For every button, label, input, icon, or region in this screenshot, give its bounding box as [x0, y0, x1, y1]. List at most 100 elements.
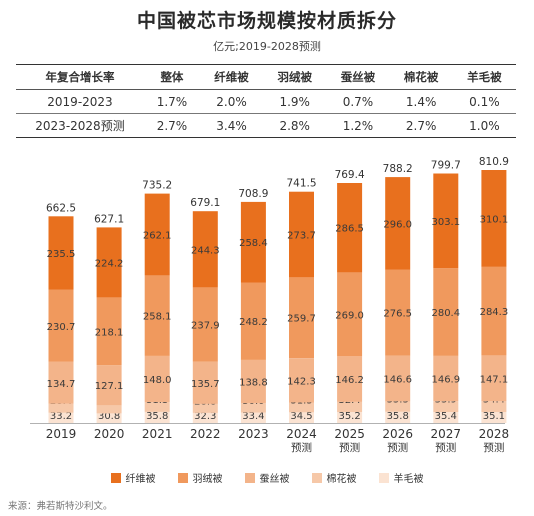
unit-label: 亿元;2019-2028预测 — [213, 40, 321, 53]
segment-value-label: 230.7 — [47, 322, 76, 333]
bar-segment — [289, 277, 314, 358]
legend-item: 羊毛被 — [378, 470, 424, 485]
bar-segment — [192, 211, 218, 288]
total-value-label: 627.1 — [94, 213, 124, 225]
bar-segment — [192, 361, 218, 404]
bar-segment — [96, 405, 122, 414]
segment-value-label: 146.6 — [383, 375, 412, 386]
bar-segment — [289, 191, 314, 278]
segment-value-label: 218.1 — [95, 327, 124, 338]
bar-segment — [240, 359, 266, 404]
segment-value-label: 310.1 — [480, 214, 509, 225]
x-tick-label: 2024 — [286, 427, 317, 441]
x-tick-label: 2019 — [46, 427, 77, 441]
segment-value-label: 258.4 — [239, 238, 268, 249]
cagr-cell: 2.0% — [216, 94, 247, 109]
legend-swatch — [177, 472, 188, 483]
bar-segment — [96, 413, 122, 423]
bar-segment — [337, 183, 363, 273]
segment-value-label: 276.5 — [383, 309, 412, 320]
cagr-col-header: 整体 — [160, 70, 184, 84]
bar-segment — [48, 216, 74, 290]
cagr-row: 2023-2028预测 2.7% 3.4% 2.8% 1.2% 2.7% 1.0… — [16, 114, 516, 138]
bar-segment — [433, 355, 459, 402]
segment-value-label: 269.0 — [335, 310, 364, 321]
total-value-label: 735.2 — [142, 180, 172, 192]
cagr-col-header: 蚕丝被 — [340, 70, 376, 84]
legend-swatch — [311, 472, 322, 483]
segment-value-label: 280.4 — [431, 308, 460, 319]
segment-value-label: 30.8 — [98, 411, 120, 422]
bar-segment — [385, 401, 411, 412]
segment-value-label: 273.7 — [287, 230, 316, 241]
total-value-label: 679.1 — [190, 197, 220, 209]
segment-value-label: 35.8 — [387, 411, 409, 422]
cagr-col-header: 羽绒被 — [277, 70, 312, 84]
segment-value-label: 244.3 — [191, 245, 220, 256]
segment-value-label: 134.7 — [47, 379, 76, 390]
cagr-row-label: 2019-2023 — [47, 94, 113, 109]
segment-value-label: 237.9 — [191, 321, 220, 332]
legend-swatch — [110, 472, 121, 483]
cagr-cell: 1.4% — [405, 94, 437, 109]
segment-value-label: 224.2 — [95, 258, 124, 269]
bar-segment — [433, 401, 459, 412]
bar-segment — [481, 401, 507, 412]
legend-swatch — [378, 472, 389, 483]
segment-value-label: 142.3 — [287, 376, 316, 387]
chart-legend: 纤维被 羽绒被 蚕丝被 棉花被 羊毛被 — [0, 470, 534, 485]
x-tick-label: 预测 — [435, 441, 456, 454]
segment-value-label: 248.2 — [239, 317, 268, 328]
segment-value-label: 35.4 — [435, 411, 457, 422]
bar-segment — [433, 173, 459, 269]
bar-segment — [481, 266, 507, 356]
cagr-cell: 0.7% — [342, 94, 374, 109]
x-tick-label: 2023 — [238, 427, 269, 441]
cagr-cell: 1.2% — [342, 118, 374, 133]
segment-value-label: 135.7 — [191, 379, 220, 390]
cagr-cell: 1.0% — [469, 118, 500, 133]
segment-value-label: 146.9 — [431, 375, 460, 386]
segment-value-label: 148.0 — [143, 375, 172, 386]
segment-value-label: 146.2 — [335, 375, 364, 386]
bar-segment — [144, 355, 170, 403]
segment-value-label: 33.2 — [50, 411, 72, 422]
x-tick-label: 2020 — [94, 427, 125, 441]
cagr-cell: 2.7% — [156, 118, 188, 133]
segment-value-label: 35.1 — [483, 411, 505, 422]
cagr-col-header: 纤维被 — [214, 70, 249, 84]
bar-segment — [96, 227, 122, 298]
bar-segment — [48, 361, 74, 404]
segment-value-label: 32.3 — [194, 411, 216, 422]
segment-value-label: 33.4 — [242, 411, 264, 422]
cagr-cell: 0.1% — [469, 94, 500, 109]
bar-segment — [48, 289, 74, 362]
legend-label: 纤维被 — [125, 474, 156, 485]
legend-item: 蚕丝被 — [244, 470, 290, 485]
bar-segment — [337, 356, 363, 402]
total-value-label: 741.5 — [286, 178, 316, 190]
cagr-col-header: 棉花被 — [403, 70, 439, 84]
bar-segment — [481, 170, 507, 267]
total-value-label: 788.2 — [383, 163, 413, 175]
total-value-label: 708.9 — [238, 188, 268, 200]
bar-segment — [144, 402, 170, 412]
cagr-cell: 2.7% — [405, 118, 437, 133]
cagr-cell: 3.4% — [216, 118, 247, 133]
bar-segment — [481, 412, 507, 423]
bar-segment — [96, 365, 122, 406]
x-tick-label: 2027 — [431, 427, 462, 441]
segment-value-label: 147.1 — [480, 374, 509, 385]
bar-segment — [385, 269, 411, 356]
stacked-bar-chart: 33.228.4134.7230.7235.5662.5201930.826.8… — [30, 156, 509, 454]
cagr-row-label: 2023-2028预测 — [35, 119, 125, 133]
bar-segment — [337, 272, 363, 357]
bar-segment — [289, 402, 314, 413]
bar-segment — [337, 401, 363, 412]
bar-segment — [240, 282, 266, 360]
cagr-header-label: 年复合增长率 — [45, 70, 115, 84]
legend-label: 羊毛被 — [393, 474, 424, 485]
x-tick-label: 预测 — [339, 441, 360, 454]
bar-segment — [192, 287, 218, 362]
x-tick-label: 预测 — [483, 441, 504, 454]
